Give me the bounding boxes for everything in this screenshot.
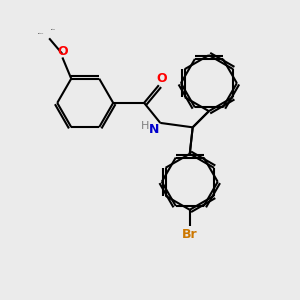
Text: H: H bbox=[141, 121, 149, 131]
Text: O: O bbox=[57, 45, 68, 58]
Text: methyl: methyl bbox=[51, 29, 56, 30]
Text: O: O bbox=[157, 72, 167, 85]
Text: Br: Br bbox=[182, 228, 198, 241]
Text: N: N bbox=[148, 123, 159, 136]
Text: methoxy: methoxy bbox=[38, 32, 44, 34]
